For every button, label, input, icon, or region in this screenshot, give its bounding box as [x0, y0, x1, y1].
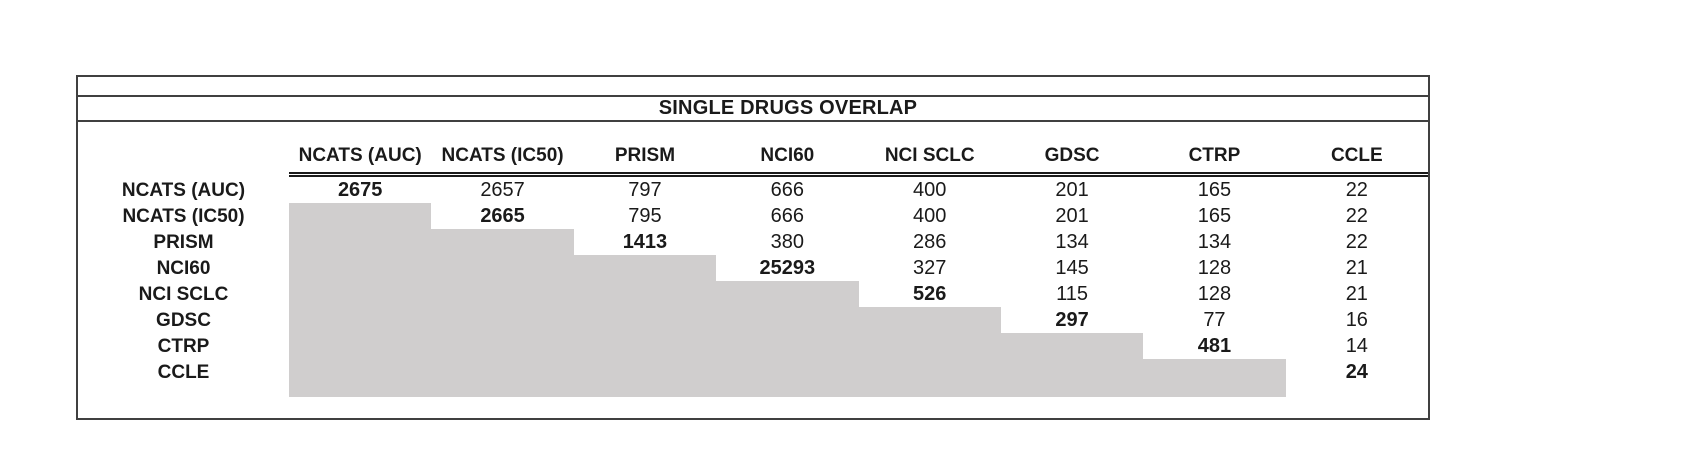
spacer-cell	[1143, 385, 1286, 397]
matrix-cell: 666	[770, 179, 804, 201]
matrix-cell: 134	[1197, 231, 1232, 253]
spacer-cell	[858, 385, 1001, 397]
column-header: CTRP	[1143, 122, 1286, 177]
matrix-cell: 526	[913, 283, 947, 305]
matrix-cell: 400	[913, 179, 947, 201]
matrix-cell: 2665	[480, 205, 525, 227]
table-title: SINGLE DRUGS OVERLAP	[658, 97, 918, 119]
matrix-cell	[573, 281, 717, 307]
matrix-cell: 22	[1345, 231, 1368, 253]
matrix-cell: 165	[1197, 179, 1232, 201]
row-label: NCATS (IC50)	[122, 205, 245, 227]
row-label: GDSC	[156, 309, 211, 331]
matrix-cell	[289, 229, 432, 255]
matrix-cell: 297	[1055, 309, 1089, 331]
matrix-cell	[431, 229, 574, 255]
row-label: NCATS (AUC)	[121, 179, 246, 201]
matrix-cell	[1000, 359, 1144, 385]
matrix-cell: 128	[1197, 283, 1232, 305]
single-drugs-overlap-table: SINGLE DRUGS OVERLAP NCATS (AUC) NCATS (I…	[76, 75, 1430, 420]
matrix-cell: 201	[1055, 179, 1089, 201]
matrix-cell: 165	[1197, 205, 1232, 227]
matrix-cell	[289, 281, 432, 307]
matrix-cell: 25293	[759, 257, 816, 279]
matrix-cell	[573, 359, 717, 385]
spacer-cell	[289, 385, 432, 397]
matrix-cell	[289, 203, 432, 229]
matrix-cell	[573, 255, 717, 281]
matrix-cell	[716, 307, 859, 333]
matrix-cell: 201	[1055, 205, 1089, 227]
matrix-cell: 400	[913, 205, 947, 227]
matrix-cell: 22	[1345, 205, 1368, 227]
column-header: GDSC	[1000, 122, 1144, 177]
matrix-cell	[716, 359, 859, 385]
table-top-band	[78, 77, 1428, 97]
overlap-matrix: NCATS (AUC) NCATS (IC50) PRISM NCI60 NCI SCL…	[78, 122, 1428, 397]
row-label: CTRP	[157, 335, 210, 357]
spacer-cell	[78, 385, 289, 397]
matrix-cell: 21	[1345, 257, 1368, 279]
matrix-cell	[573, 307, 717, 333]
matrix-cell	[431, 255, 574, 281]
matrix-cell: 145	[1055, 257, 1089, 279]
matrix-cell	[716, 281, 859, 307]
matrix-cell: 14	[1345, 335, 1368, 357]
matrix-cell: 128	[1197, 257, 1232, 279]
matrix-cell: 16	[1345, 309, 1368, 331]
row-label: PRISM	[153, 231, 214, 253]
matrix-cell: 1413	[622, 231, 668, 253]
row-label: CCLE	[157, 361, 210, 383]
matrix-cell: 115	[1056, 283, 1088, 305]
matrix-cell	[289, 359, 432, 385]
spacer-cell	[1286, 385, 1428, 397]
matrix-cell: 2657	[480, 179, 525, 201]
matrix-cell: 22	[1345, 179, 1368, 201]
matrix-cell: 21	[1345, 283, 1368, 305]
matrix-cell: 2675	[337, 179, 383, 201]
matrix-cell: 286	[913, 231, 947, 253]
matrix-cell: 77	[1203, 309, 1226, 331]
column-header: NCATS (AUC)	[289, 122, 432, 177]
spacer-cell	[1000, 385, 1144, 397]
matrix-cell	[289, 307, 432, 333]
matrix-cell	[431, 281, 574, 307]
matrix-cell	[431, 307, 574, 333]
row-label: NCI SCLC	[138, 283, 229, 305]
matrix-cell: 24	[1345, 361, 1368, 383]
matrix-cell	[716, 333, 859, 359]
row-label: NCI60	[156, 257, 211, 279]
spacer-cell	[431, 385, 574, 397]
column-header: CCLE	[1285, 122, 1428, 177]
matrix-cell: 666	[770, 205, 804, 227]
matrix-cell	[1143, 359, 1286, 385]
matrix-cell	[573, 333, 717, 359]
matrix-cell	[289, 333, 432, 359]
matrix-cell: 380	[770, 231, 804, 253]
matrix-cell	[1000, 333, 1144, 359]
column-header: NCI60	[716, 122, 859, 177]
column-header: PRISM	[573, 122, 717, 177]
column-header: NCATS (IC50)	[431, 122, 574, 177]
table-title-band: SINGLE DRUGS OVERLAP	[78, 97, 1428, 122]
matrix-cell	[858, 307, 1001, 333]
matrix-cell: 134	[1055, 231, 1089, 253]
matrix-cell: 327	[913, 257, 947, 279]
matrix-cell: 797	[628, 179, 662, 201]
matrix-corner-cell	[78, 122, 289, 177]
matrix-cell	[858, 359, 1001, 385]
spacer-cell	[716, 385, 859, 397]
matrix-cell	[431, 359, 574, 385]
column-header: NCI SCLC	[858, 122, 1001, 177]
matrix-cell	[289, 255, 432, 281]
matrix-cell	[858, 333, 1001, 359]
spacer-cell	[573, 385, 717, 397]
matrix-cell	[431, 333, 574, 359]
matrix-cell: 795	[628, 205, 662, 227]
matrix-cell: 481	[1197, 335, 1232, 357]
